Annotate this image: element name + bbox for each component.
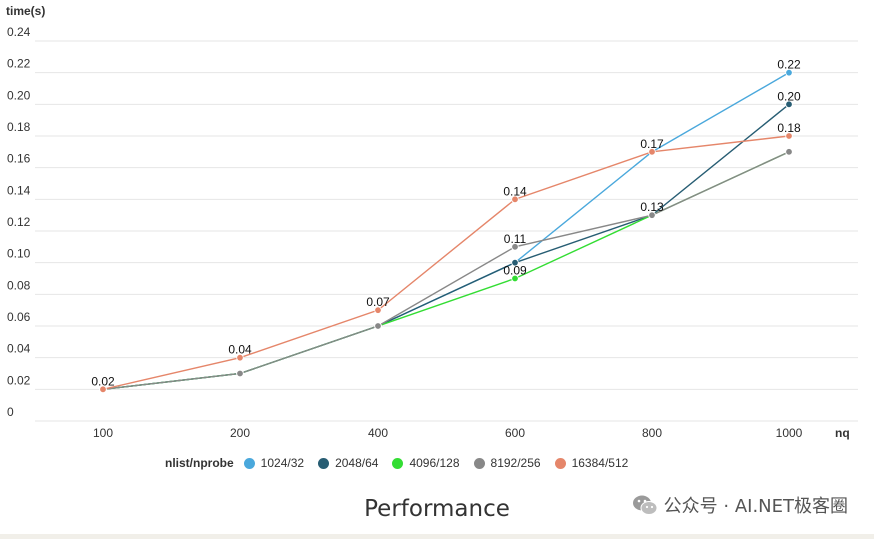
legend-label: 4096/128 (409, 456, 460, 470)
x-tick-label: 400 (368, 426, 388, 440)
data-point (374, 306, 382, 314)
data-labels: 0.02 0.04 0.07 0.14 0.11 0.09 0.17 0.13 0.22 0.20… (91, 58, 801, 389)
wechat-icon (632, 495, 658, 515)
chart-caption: Performance (364, 496, 510, 522)
watermark-text: 公众号 · AI.NET极客圈 (663, 496, 848, 517)
data-point (374, 322, 382, 330)
legend-marker (243, 457, 255, 469)
y-axis-ticks: 0 0.02 0.04 0.06 0.08 0.10 0.12 0.14 0.16 0.18 0.2… (7, 25, 31, 419)
legend-label: 8192/256 (490, 456, 541, 470)
x-tick-label: 100 (93, 426, 113, 440)
data-label: 0.13 (640, 200, 664, 214)
data-point (785, 132, 793, 140)
legend-marker (554, 457, 566, 469)
data-point (785, 68, 793, 77)
y-tick-label: 0.20 (7, 88, 31, 102)
data-label: 0.14 (503, 184, 527, 198)
legend-item[interactable]: 4096/128 (392, 456, 460, 470)
data-point (99, 385, 107, 394)
bottom-strip (0, 534, 874, 539)
data-label: 0.17 (640, 137, 664, 151)
series-lines (102, 72, 790, 391)
data-point (511, 258, 519, 267)
y-tick-label: 0 (7, 405, 14, 419)
y-tick-label: 0.24 (7, 25, 31, 39)
data-label: 0.20 (777, 89, 801, 103)
y-tick-label: 0.06 (7, 310, 31, 324)
watermark: 公众号 · AI.NET极客圈 (632, 492, 848, 518)
data-label: 0.04 (228, 343, 252, 357)
y-tick-label: 0.22 (7, 57, 31, 71)
x-axis-ticks: 100 200 400 600 800 1000 (93, 426, 803, 440)
legend-item[interactable]: 8192/256 (473, 456, 541, 470)
data-label: 0.09 (503, 264, 527, 278)
series-points (99, 68, 793, 394)
series-line-2048-64 (102, 103, 790, 391)
data-point (785, 100, 793, 109)
x-tick-label: 800 (642, 426, 662, 440)
data-label: 0.07 (366, 295, 390, 309)
y-tick-label: 0.08 (7, 278, 31, 292)
data-label: 0.02 (91, 374, 115, 388)
data-point (236, 369, 244, 378)
y-tick-label: 0.12 (7, 215, 31, 229)
legend-marker (392, 457, 404, 469)
x-tick-label: 600 (505, 426, 525, 440)
data-label: 0.22 (777, 58, 801, 72)
legend-item[interactable]: 16384/512 (554, 456, 629, 470)
data-point (511, 274, 519, 283)
data-point (511, 195, 519, 204)
legend-label: 16384/512 (571, 456, 629, 470)
legend: nlist/nprobe 1024/32 2048/64 4096/128 8192/… (165, 456, 642, 470)
legend-marker (473, 457, 485, 469)
legend-item[interactable]: 2048/64 (318, 456, 378, 470)
y-tick-label: 0.04 (7, 342, 31, 356)
legend-label: 1024/32 (260, 456, 305, 470)
y-tick-label: 0.14 (7, 183, 31, 197)
data-label: 0.11 (504, 232, 527, 246)
legend-title: nlist/nprobe (165, 456, 234, 470)
legend-items: 1024/32 2048/64 4096/128 8192/256 16384/512 (243, 456, 643, 470)
data-point (785, 148, 793, 156)
series-line-16384-512 (102, 135, 790, 391)
data-point (236, 353, 244, 362)
x-tick-label: 200 (230, 426, 250, 440)
series-line-8192-256 (102, 151, 790, 391)
legend-label: 2048/64 (335, 456, 379, 470)
y-tick-label: 0.02 (7, 373, 31, 387)
data-point (648, 148, 656, 156)
legend-item[interactable]: 1024/32 (243, 456, 305, 470)
line-chart: 0 0.02 0.04 0.06 0.08 0.10 0.12 0.14 0.16 0.18 0.2… (6, 4, 858, 440)
y-axis-title: time(s) (6, 4, 45, 18)
y-tick-label: 0.16 (7, 152, 31, 166)
grid-lines (35, 40, 858, 422)
x-axis-title: nq (835, 426, 850, 440)
data-label: 0.18 (777, 121, 801, 135)
x-tick-label: 1000 (776, 426, 803, 440)
y-tick-label: 0.10 (7, 247, 31, 261)
data-point (648, 211, 656, 219)
y-tick-label: 0.18 (7, 120, 31, 134)
legend-marker (318, 457, 330, 469)
data-point (511, 243, 519, 251)
